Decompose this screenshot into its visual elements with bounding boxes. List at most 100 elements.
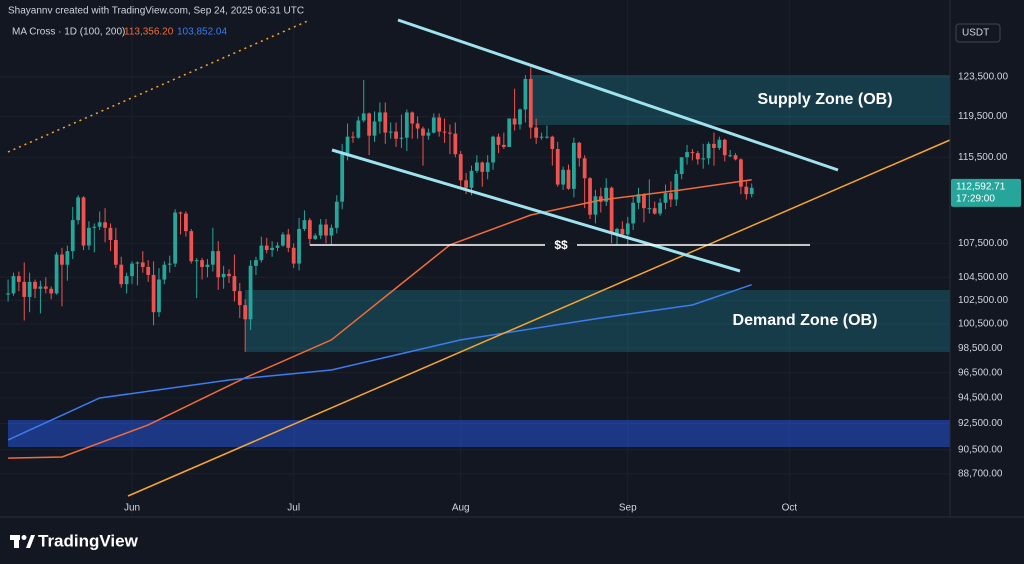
candle-body [22, 281, 27, 297]
candle-body [442, 131, 447, 133]
candle-body [65, 251, 70, 265]
candle-body [620, 228, 625, 235]
candle-body [281, 234, 285, 246]
candle-body [448, 132, 452, 134]
candle-body [264, 245, 269, 251]
candle-body [566, 169, 571, 189]
y-tick-label: 90,500.00 [958, 444, 1003, 455]
candle-body [54, 254, 59, 294]
currency[interactable]: USDT [962, 28, 989, 39]
logo: TradingView [10, 531, 139, 550]
candle-body [146, 266, 151, 275]
candle-body [512, 118, 517, 125]
candle-body [588, 178, 592, 215]
candle-body [38, 286, 43, 289]
currency-box[interactable] [955, 23, 1001, 43]
ma-value: 103,852.04 [177, 27, 227, 38]
ma-line [8, 178, 752, 459]
candle-body [577, 142, 582, 159]
candle-body [528, 78, 533, 128]
candle-body [113, 239, 118, 265]
x-tick-label: Sep [619, 503, 637, 514]
candle-body [609, 187, 614, 234]
candle-body [135, 262, 140, 264]
candle-body [81, 197, 86, 246]
candle-body [259, 245, 264, 261]
channel-upper [397, 18, 839, 172]
candle-body [561, 169, 565, 185]
x-tick-label: Oct [782, 503, 798, 514]
supply-zone [530, 75, 950, 125]
candle-body [318, 224, 323, 236]
x-tick-label: Jul [287, 503, 300, 514]
candle-body [469, 170, 474, 188]
candle-body [652, 208, 657, 214]
indicator-name: MA Cross · 1D (100, 200) [12, 27, 125, 38]
support-band [8, 420, 950, 447]
candle-body [717, 139, 722, 148]
candle-body [534, 127, 539, 138]
brand: TradingView [38, 531, 139, 550]
y-tick-label: 123,500.00 [958, 72, 1008, 83]
candle-body [733, 155, 738, 160]
candle-body [372, 121, 377, 136]
candle-body [604, 187, 609, 202]
candle-body [668, 193, 673, 200]
candle-body [523, 78, 528, 110]
candle-body [237, 291, 242, 306]
candle-body [6, 293, 10, 295]
candle-body [464, 180, 468, 188]
candle-body [227, 273, 231, 277]
ma-value: 113,356.20 [124, 27, 174, 38]
candle-body [254, 260, 258, 266]
logo-icon [21, 535, 27, 540]
candle-body [475, 162, 479, 171]
candle-body [356, 120, 361, 138]
candle-body [286, 234, 291, 248]
candle-body [625, 223, 630, 235]
candles [6, 67, 754, 352]
candle-body [340, 153, 345, 202]
candle-body [706, 143, 711, 159]
candle-body [378, 112, 382, 122]
logo-icon [26, 535, 35, 548]
candle-body [496, 136, 501, 145]
candle-body [232, 276, 237, 292]
candle-body [685, 152, 689, 158]
candle-body [140, 262, 145, 267]
candle-body [421, 128, 425, 136]
candle-body [291, 247, 296, 264]
candle-body [728, 155, 733, 157]
candle-body [491, 136, 495, 163]
candle-body [485, 162, 490, 172]
y-tick-label: 98,500.00 [958, 343, 1003, 354]
candle-body [674, 173, 679, 200]
candle-body [92, 226, 97, 228]
candle-body [539, 136, 544, 138]
candle-body [162, 264, 167, 280]
candle-body [399, 137, 404, 139]
candle-body [97, 222, 102, 227]
y-tick-label: 104,500.00 [958, 272, 1008, 283]
candle-body [275, 245, 280, 248]
candle-body [76, 197, 81, 221]
candle-body [108, 227, 113, 240]
candle-body [49, 288, 54, 294]
candle-body [701, 158, 706, 160]
candle-body [415, 123, 420, 129]
candle-body [124, 276, 129, 285]
x-tick-label: Jun [124, 503, 140, 514]
candle-body [679, 157, 684, 174]
y-tick-label: 96,500.00 [958, 367, 1003, 378]
candle-body [631, 202, 636, 224]
candle-body [307, 220, 312, 239]
candle-body [361, 113, 366, 121]
candle-body [184, 213, 188, 232]
candle-body [151, 274, 156, 313]
credit: Shayannv created with TradingView.com, S… [8, 6, 304, 17]
candle-body [582, 158, 587, 179]
candle-body [324, 224, 328, 236]
